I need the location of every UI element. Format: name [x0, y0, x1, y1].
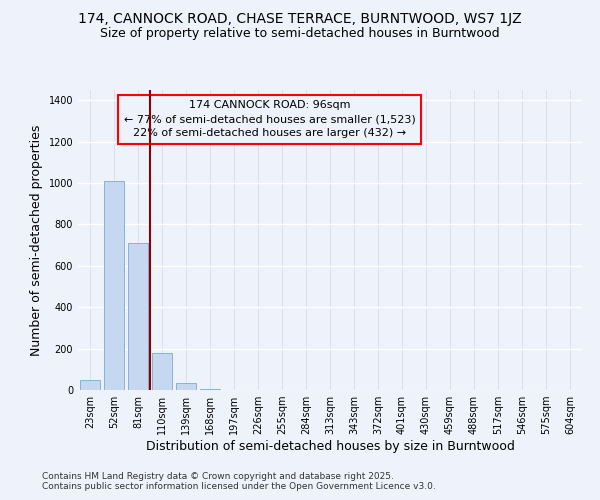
Text: 174 CANNOCK ROAD: 96sqm
← 77% of semi-detached houses are smaller (1,523)
22% of: 174 CANNOCK ROAD: 96sqm ← 77% of semi-de…: [124, 100, 415, 138]
Text: Size of property relative to semi-detached houses in Burntwood: Size of property relative to semi-detach…: [100, 28, 500, 40]
Bar: [104, 181, 124, 390]
Bar: [200, 389, 220, 390]
Bar: [152, 353, 172, 390]
Text: 174, CANNOCK ROAD, CHASE TERRACE, BURNTWOOD, WS7 1JZ: 174, CANNOCK ROAD, CHASE TERRACE, BURNTW…: [78, 12, 522, 26]
Y-axis label: Number of semi-detached properties: Number of semi-detached properties: [30, 124, 43, 356]
Bar: [80, 380, 100, 390]
Text: Contains public sector information licensed under the Open Government Licence v3: Contains public sector information licen…: [42, 482, 436, 491]
Bar: [176, 383, 196, 390]
Bar: [128, 243, 148, 390]
X-axis label: Distribution of semi-detached houses by size in Burntwood: Distribution of semi-detached houses by …: [146, 440, 514, 453]
Text: Contains HM Land Registry data © Crown copyright and database right 2025.: Contains HM Land Registry data © Crown c…: [42, 472, 394, 481]
